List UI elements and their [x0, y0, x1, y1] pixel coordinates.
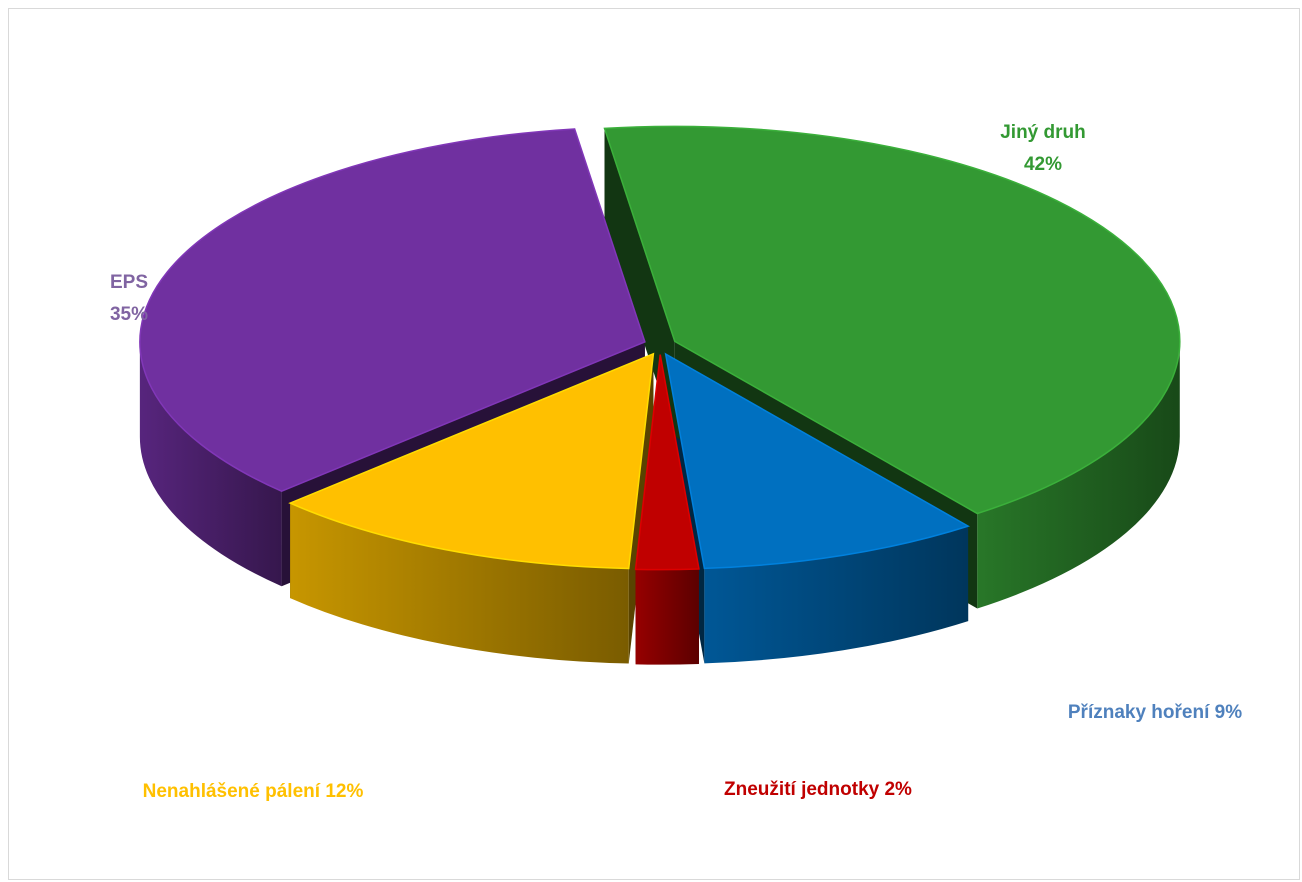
pie-side-jiny-druh — [977, 341, 1180, 609]
pie-slice-jiny-druh — [603, 125, 1181, 515]
data-label-value-jiny-druh: 42% — [1024, 154, 1062, 175]
pie-slice-priznaky-horeni — [664, 352, 970, 570]
pie-side-nenahlasene-paleni — [290, 503, 629, 664]
pie-side-zneuziti-jednotky — [635, 568, 699, 665]
pie-side-priznaky-horeni — [704, 526, 969, 664]
data-label-zneuziti-jednotky: Zneužití jednotky 2% — [724, 779, 912, 800]
pie-top-faces — [139, 125, 1181, 571]
pie-cut-wall-nenahlasene-paleni-0 — [628, 353, 654, 664]
pie-data-labels: Jiný druh 42% Příznaky hoření 9% Zneužití j… — [110, 122, 1242, 802]
data-label-value-eps: 35% — [110, 304, 148, 325]
data-label-eps: EPS — [110, 272, 148, 293]
pie-slice-zneuziti-jednotky — [634, 354, 700, 571]
pie-slice-eps — [139, 128, 646, 493]
pie-slice-nenahlasene-paleni — [288, 352, 655, 570]
data-label-jiny-druh: Jiný druh — [1000, 122, 1086, 143]
pie-cut-wall-jiny-druh-0 — [604, 128, 675, 437]
data-label-priznaky-horeni: Příznaky hoření 9% — [1068, 702, 1242, 723]
data-label-nenahlasene-paleni: Nenahlášené pálení 12% — [143, 781, 364, 802]
pie-side-eps — [139, 341, 282, 587]
